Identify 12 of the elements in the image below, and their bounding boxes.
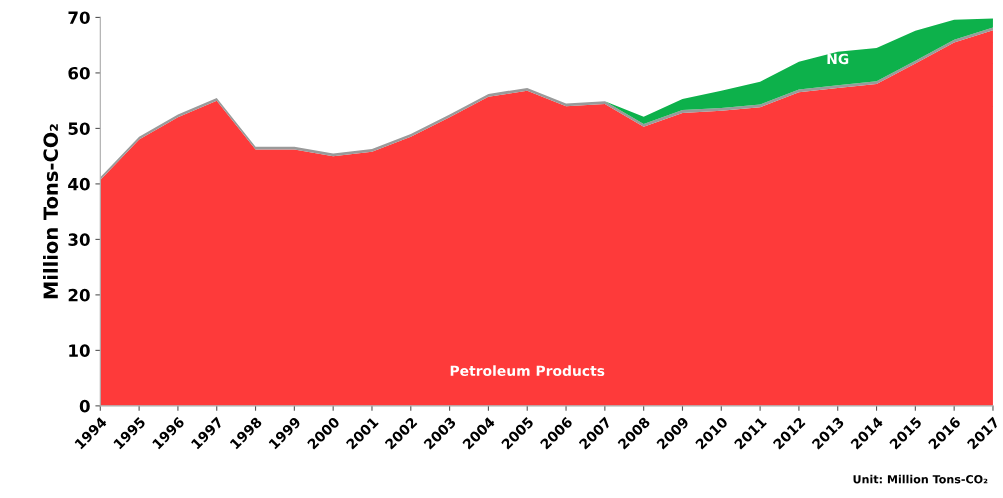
y-tick-label: 40 xyxy=(68,177,90,191)
text: Unit: Million Tons-CO₂ xyxy=(853,474,988,484)
y-tick-label: 20 xyxy=(68,288,90,302)
y-tick-label: 10 xyxy=(69,344,90,357)
series-label: NG xyxy=(827,53,849,65)
y-axis-title: Million Tons-CO₂ xyxy=(43,124,59,299)
y-tick-label: 60 xyxy=(68,66,90,80)
series-label: Petroleum Products xyxy=(450,365,605,377)
y-tick-label: 70 xyxy=(68,11,90,24)
y-tick-label: 50 xyxy=(68,122,90,135)
y-tick-label: 30 xyxy=(68,233,90,246)
y-tick-label: 0 xyxy=(79,399,90,413)
